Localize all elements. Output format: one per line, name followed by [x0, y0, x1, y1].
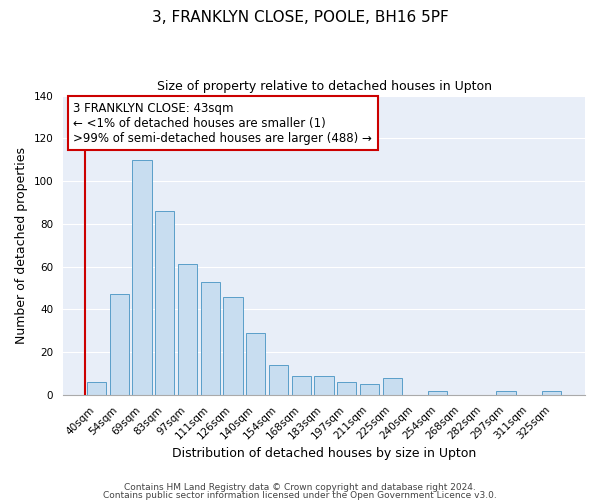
Bar: [542, 390, 561, 395]
Bar: [428, 390, 448, 395]
Text: 3 FRANKLYN CLOSE: 43sqm
← <1% of detached houses are smaller (1)
>99% of semi-de: 3 FRANKLYN CLOSE: 43sqm ← <1% of detache…: [73, 102, 373, 144]
Bar: [110, 294, 129, 395]
Text: Contains public sector information licensed under the Open Government Licence v3: Contains public sector information licen…: [103, 490, 497, 500]
Bar: [223, 296, 242, 395]
Bar: [269, 365, 288, 395]
Text: 3, FRANKLYN CLOSE, POOLE, BH16 5PF: 3, FRANKLYN CLOSE, POOLE, BH16 5PF: [152, 10, 448, 25]
Bar: [496, 390, 516, 395]
Bar: [132, 160, 152, 395]
Bar: [178, 264, 197, 395]
Bar: [155, 211, 175, 395]
Title: Size of property relative to detached houses in Upton: Size of property relative to detached ho…: [157, 80, 491, 93]
Bar: [87, 382, 106, 395]
Bar: [200, 282, 220, 395]
Bar: [314, 376, 334, 395]
Y-axis label: Number of detached properties: Number of detached properties: [15, 146, 28, 344]
Bar: [360, 384, 379, 395]
Bar: [292, 376, 311, 395]
Bar: [383, 378, 402, 395]
Bar: [337, 382, 356, 395]
Bar: [246, 333, 265, 395]
Text: Contains HM Land Registry data © Crown copyright and database right 2024.: Contains HM Land Registry data © Crown c…: [124, 484, 476, 492]
X-axis label: Distribution of detached houses by size in Upton: Distribution of detached houses by size …: [172, 447, 476, 460]
